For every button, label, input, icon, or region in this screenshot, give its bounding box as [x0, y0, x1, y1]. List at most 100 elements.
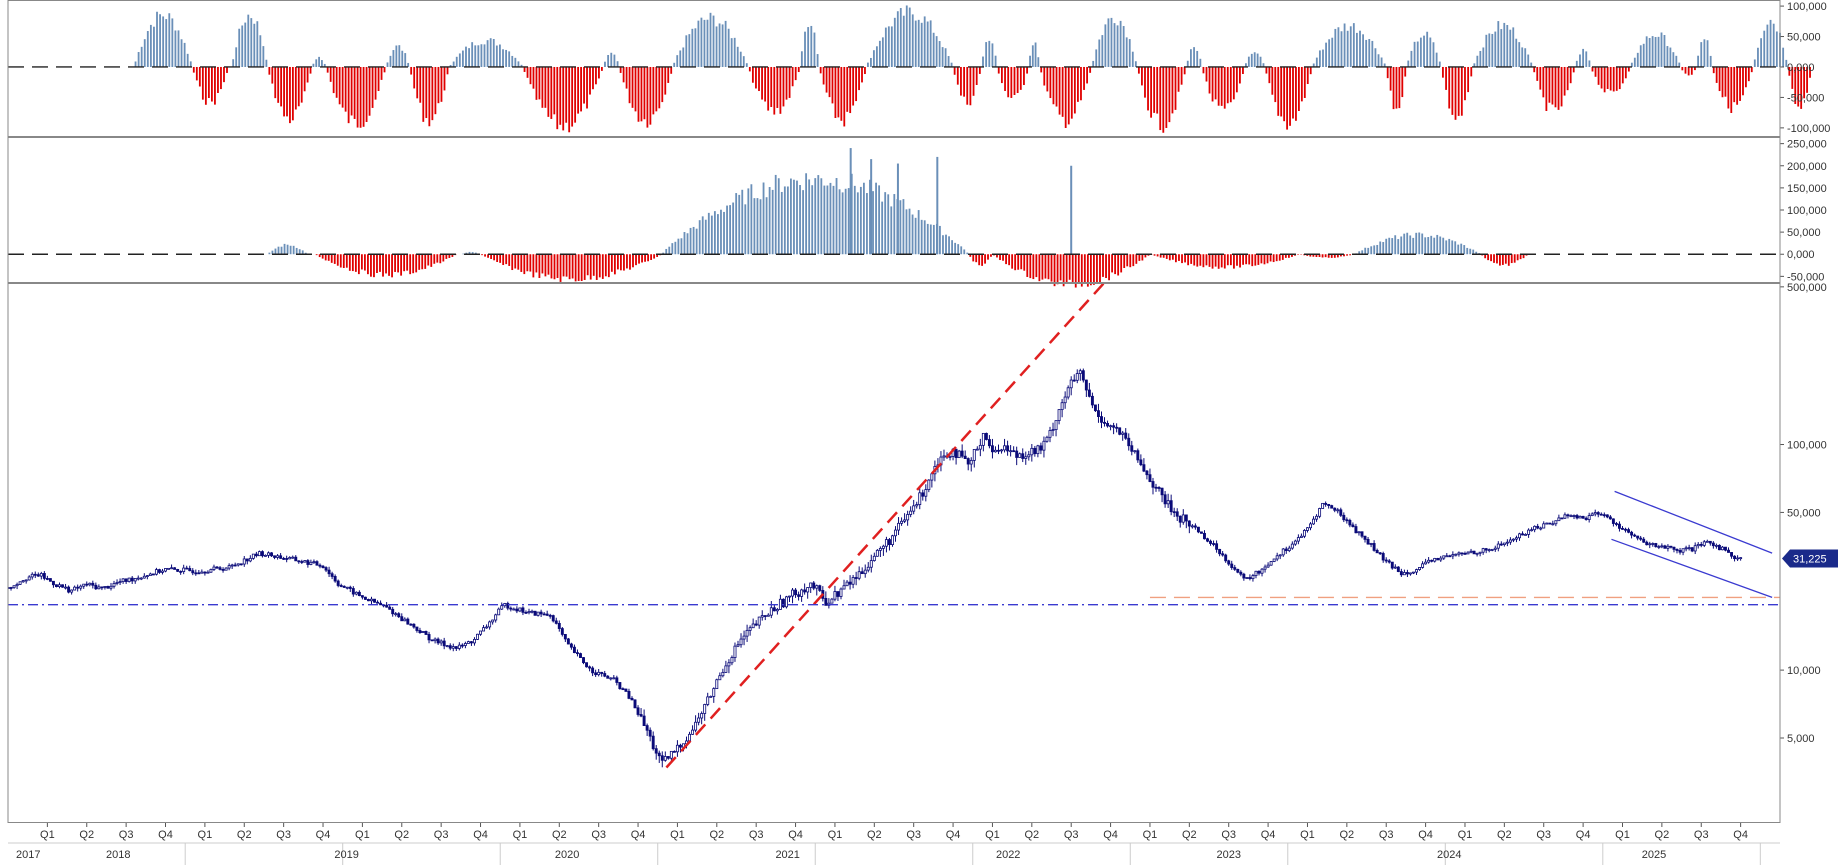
candle-body	[1557, 517, 1561, 522]
oscillator-2-bar	[1424, 237, 1427, 255]
candle-body	[1296, 537, 1300, 542]
oscillator-1-bar	[1542, 66, 1545, 98]
oscillator-2-bar	[1266, 254, 1269, 264]
candle-body	[497, 608, 501, 616]
oscillator-2-bar	[899, 200, 902, 255]
oscillator-2-bar	[345, 254, 348, 268]
oscillator-1-bar	[807, 27, 810, 67]
oscillator-1-bar	[306, 66, 309, 83]
oscillator-2-bar	[532, 254, 535, 278]
oscillator-1-bar	[1007, 66, 1010, 98]
oscillator-2-bar	[653, 254, 656, 259]
oscillator-1-bar	[1651, 36, 1654, 67]
oscillator-2-bar	[738, 194, 741, 255]
oscillator-2-bar	[547, 254, 550, 275]
candle-body	[563, 634, 567, 640]
candle-body	[1024, 456, 1028, 459]
oscillator-1-bar	[277, 66, 280, 103]
oscillator-1-bar	[1413, 41, 1416, 67]
oscillator-2-bar	[717, 214, 719, 255]
oscillator-1-bar	[1791, 66, 1794, 89]
oscillator-2-bar	[1309, 254, 1312, 257]
oscillator-1-bar	[180, 39, 183, 67]
oscillator-2-bar	[635, 254, 637, 266]
candle-body	[306, 560, 310, 565]
candle-body	[1239, 571, 1243, 575]
candle-body	[981, 432, 985, 446]
candle-body	[739, 638, 743, 646]
oscillator-2-bar	[972, 254, 975, 262]
candle-body	[818, 585, 822, 591]
oscillator-1-bar	[634, 66, 637, 112]
oscillator-1-bar	[362, 66, 365, 127]
oscillator-2-bar	[838, 189, 841, 255]
oscillator-1-bar	[232, 59, 235, 67]
candle-body	[688, 733, 691, 742]
candle-body	[806, 587, 810, 593]
candle-body	[127, 577, 131, 582]
oscillator-1-bar	[733, 37, 736, 67]
candle-body	[330, 573, 334, 577]
oscillator-2-bar	[1415, 232, 1418, 255]
oscillator-1-bar	[1346, 30, 1349, 67]
oscillator-2-bar	[1340, 254, 1342, 257]
candle-body	[1614, 523, 1618, 525]
oscillator-1-bar	[410, 66, 413, 75]
candle-body	[64, 586, 68, 589]
oscillator-1-bar	[1037, 57, 1040, 67]
oscillator-2-bar	[511, 254, 514, 271]
oscillator-1-bar	[1162, 66, 1165, 133]
oscillator-2-bar	[412, 254, 415, 274]
oscillator-1-bar	[1349, 26, 1352, 67]
candle-body	[1109, 425, 1113, 428]
oscillator-1-bar	[134, 61, 137, 67]
oscillator-1-bar	[1147, 66, 1149, 111]
oscillator-1-bar	[502, 49, 504, 67]
oscillator-2-bar	[1056, 254, 1059, 285]
oscillator-1-bar	[1010, 66, 1013, 98]
candle-body	[348, 586, 352, 589]
oscillator-2-bar	[1214, 254, 1217, 267]
oscillator-2-bar	[765, 197, 768, 255]
oscillator-2-bar	[680, 238, 683, 255]
candle-body	[1136, 450, 1140, 461]
oscillator-2-bar	[805, 173, 808, 255]
candle-body	[751, 623, 755, 629]
oscillator-1-bar	[920, 22, 923, 67]
oscillator-2-bar	[462, 253, 465, 255]
oscillator-1-bar	[1603, 66, 1606, 93]
oscillator-1-bar	[697, 20, 700, 67]
candle-body	[585, 662, 589, 668]
oscillator-1-bar	[571, 66, 574, 127]
oscillator-2-bar	[1507, 254, 1510, 266]
candle-body	[176, 569, 180, 572]
oscillator-2-bar	[671, 243, 674, 255]
candle-body	[1475, 552, 1479, 555]
candle-body	[615, 677, 619, 683]
oscillator-1-bar	[323, 63, 326, 67]
oscillator-2-bar	[1361, 250, 1364, 255]
candle-body	[154, 569, 158, 575]
oscillator-2-bar	[744, 204, 747, 255]
oscillator-2-bar	[318, 254, 321, 258]
candle-body	[1245, 577, 1249, 579]
candle-body	[591, 667, 595, 674]
candle-body	[230, 564, 234, 567]
oscillator-2-bar	[902, 199, 905, 255]
candle-body	[1390, 561, 1394, 569]
oscillator-1-bar	[1666, 46, 1669, 67]
candle-body	[1530, 529, 1534, 532]
oscillator-2-bar	[1129, 254, 1132, 268]
candle-body	[27, 576, 31, 581]
oscillator-1-bar	[413, 66, 416, 89]
candle-body	[282, 557, 286, 560]
oscillator-1-bar	[529, 66, 532, 85]
candle-body	[569, 643, 573, 648]
oscillator-1-bar	[1165, 66, 1168, 128]
candle-body	[954, 448, 958, 459]
candle-body	[1206, 538, 1209, 542]
oscillator-2-bar	[1120, 254, 1123, 273]
oscillator-2-bar	[1400, 236, 1403, 255]
candle-body	[1575, 515, 1579, 519]
candle-body	[1596, 512, 1600, 515]
